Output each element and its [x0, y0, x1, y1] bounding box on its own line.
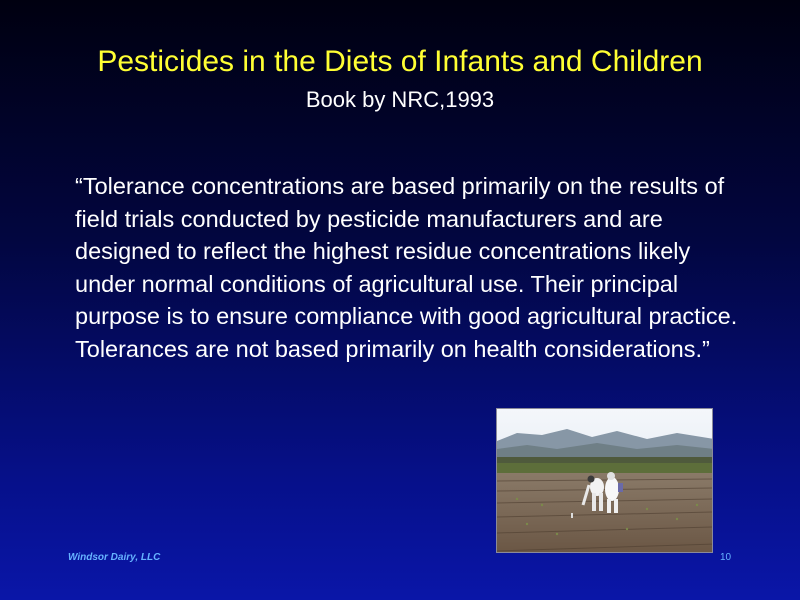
field-workers-photo — [496, 408, 713, 553]
slide-title: Pesticides in the Diets of Infants and C… — [97, 45, 703, 78]
slide-subtitle: Book by NRC,1993 — [305, 87, 495, 112]
footer-company: Windsor Dairy, LLC — [68, 552, 161, 563]
quote-text: “Tolerance concentrations are based prim… — [75, 173, 738, 362]
page-number: 10 — [720, 552, 732, 563]
